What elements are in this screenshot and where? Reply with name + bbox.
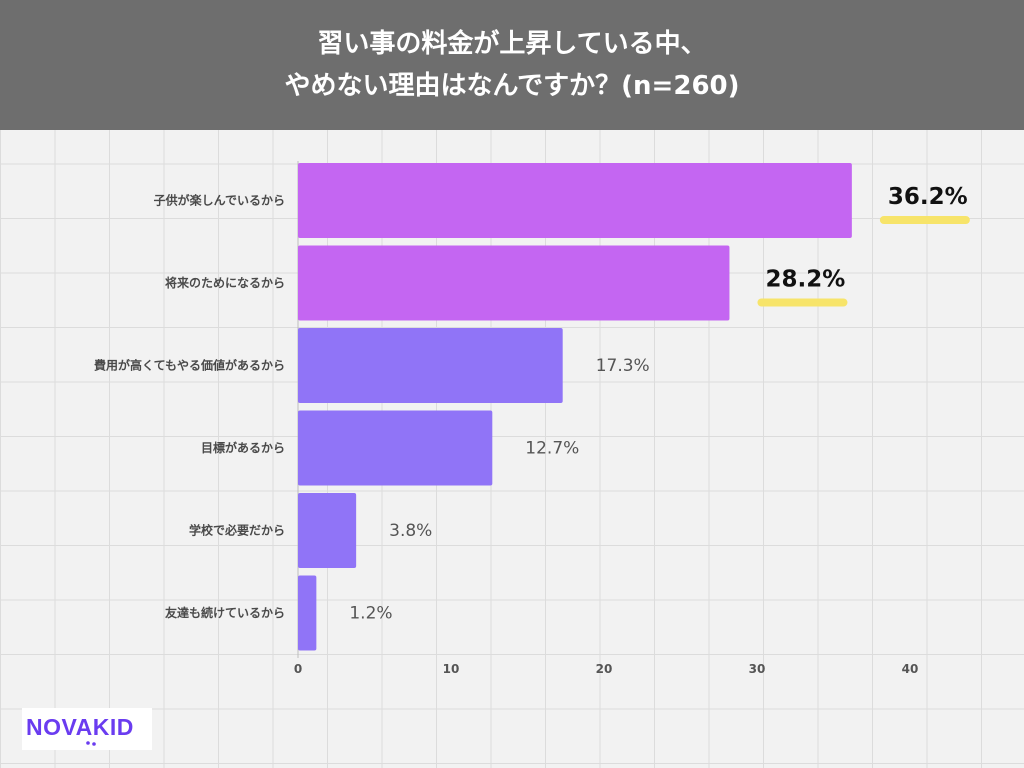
value-label: 1.2% xyxy=(349,604,392,624)
chart-title: 習い事の料金が上昇している中、 やめない理由はなんですか？(n=260) xyxy=(0,0,1024,130)
x-tick-label: 20 xyxy=(596,662,613,676)
value-highlight-marker xyxy=(757,298,848,307)
novakid-logo: NOVAKID xyxy=(22,708,152,750)
category-label: 友達も続けているから xyxy=(164,605,285,620)
x-tick-label: 0 xyxy=(294,662,302,676)
bar xyxy=(298,493,357,568)
value-label: 17.3% xyxy=(596,356,650,376)
value-label: 3.8% xyxy=(389,521,432,541)
value-label: 28.2% xyxy=(765,267,845,293)
x-tick-label: 10 xyxy=(443,662,460,676)
bar xyxy=(298,410,493,486)
category-label: 子供が楽しんでいるから xyxy=(154,193,285,208)
value-label: 36.2% xyxy=(888,184,968,210)
category-label: 目標があるから xyxy=(201,440,285,455)
category-label: 費用が高くてもやる価値があるから xyxy=(94,358,285,373)
bar-chart: 子供が楽しんでいるから 36.2% 将来のためになるから 28.2% 費用が高くてもやる… xyxy=(94,161,970,676)
x-tick-label: 30 xyxy=(749,662,766,676)
bar xyxy=(298,328,563,403)
bar xyxy=(298,245,730,321)
chart-title-line2: やめない理由はなんですか？(n=260) xyxy=(284,71,740,101)
value-label: 12.7% xyxy=(525,439,579,459)
value-highlight-marker xyxy=(879,216,970,224)
category-label: 学校で必要だから xyxy=(189,523,285,538)
chart-title-line1: 習い事の料金が上昇している中、 xyxy=(317,29,707,59)
bar xyxy=(298,575,317,651)
logo-text: NOVAKID xyxy=(26,714,134,740)
bar xyxy=(298,163,852,238)
x-tick-label: 40 xyxy=(902,662,919,676)
category-label: 将来のためになるから xyxy=(165,275,285,290)
